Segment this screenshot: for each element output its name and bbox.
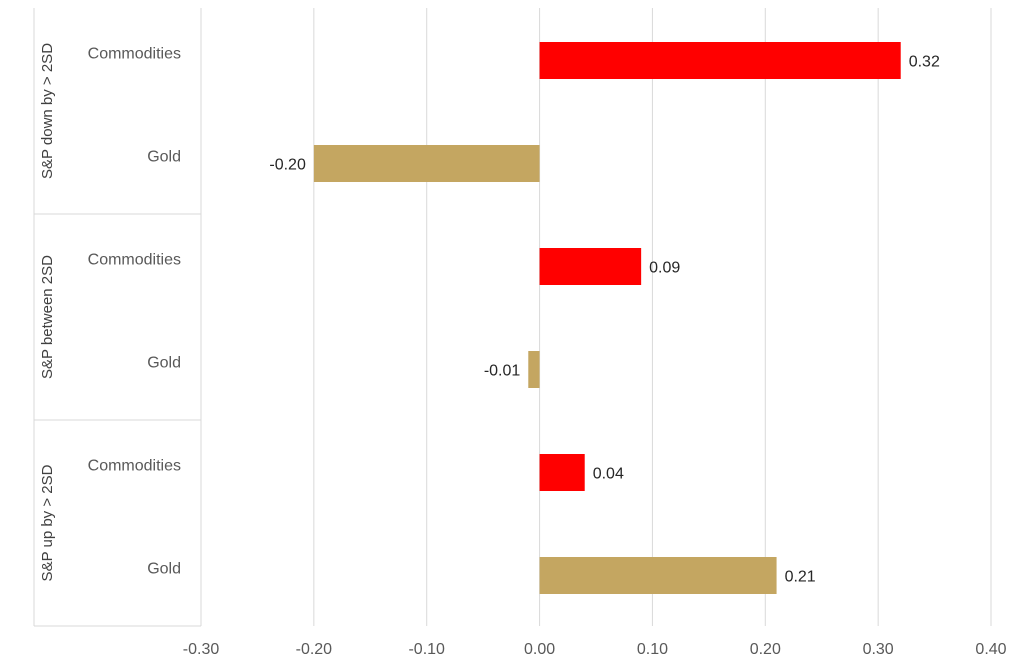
group-label: S&P between 2SD — [39, 255, 56, 379]
x-tick-label: 0.10 — [637, 641, 668, 658]
labels: -0.30 -0.20 -0.10 0.00 0.10 0.20 0.30 0.40 S&P d… — [39, 43, 1007, 658]
category-label: Gold — [147, 149, 181, 166]
bar — [313, 145, 540, 182]
data-label: 0.32 — [909, 54, 940, 71]
bar — [528, 351, 540, 388]
data-label: 0.04 — [593, 466, 624, 483]
category-label: Gold — [147, 561, 181, 578]
bars — [313, 42, 901, 594]
data-label: 0.21 — [785, 569, 816, 586]
group-label: S&P up by > 2SD — [39, 464, 56, 581]
category-label: Commodities — [88, 458, 181, 475]
data-label: -0.20 — [269, 157, 306, 174]
x-tick-label: 0.00 — [524, 641, 555, 658]
category-label: Gold — [147, 355, 181, 372]
gridlines — [200, 8, 992, 626]
bar — [539, 454, 585, 491]
x-tick-label: 0.30 — [863, 641, 894, 658]
data-label: 0.09 — [649, 260, 680, 277]
x-tick-label: 0.40 — [975, 641, 1006, 658]
bar — [539, 557, 777, 594]
group-label: S&P down by > 2SD — [39, 43, 56, 179]
x-tick-label: -0.10 — [408, 641, 445, 658]
category-label: Commodities — [88, 46, 181, 63]
bar — [539, 42, 901, 79]
x-tick-label: -0.20 — [296, 641, 333, 658]
bar — [539, 248, 642, 285]
x-tick-label: 0.20 — [750, 641, 781, 658]
axes — [33, 8, 202, 627]
data-label: -0.01 — [484, 363, 521, 380]
x-tick-label: -0.30 — [183, 641, 220, 658]
category-label: Commodities — [88, 252, 181, 269]
